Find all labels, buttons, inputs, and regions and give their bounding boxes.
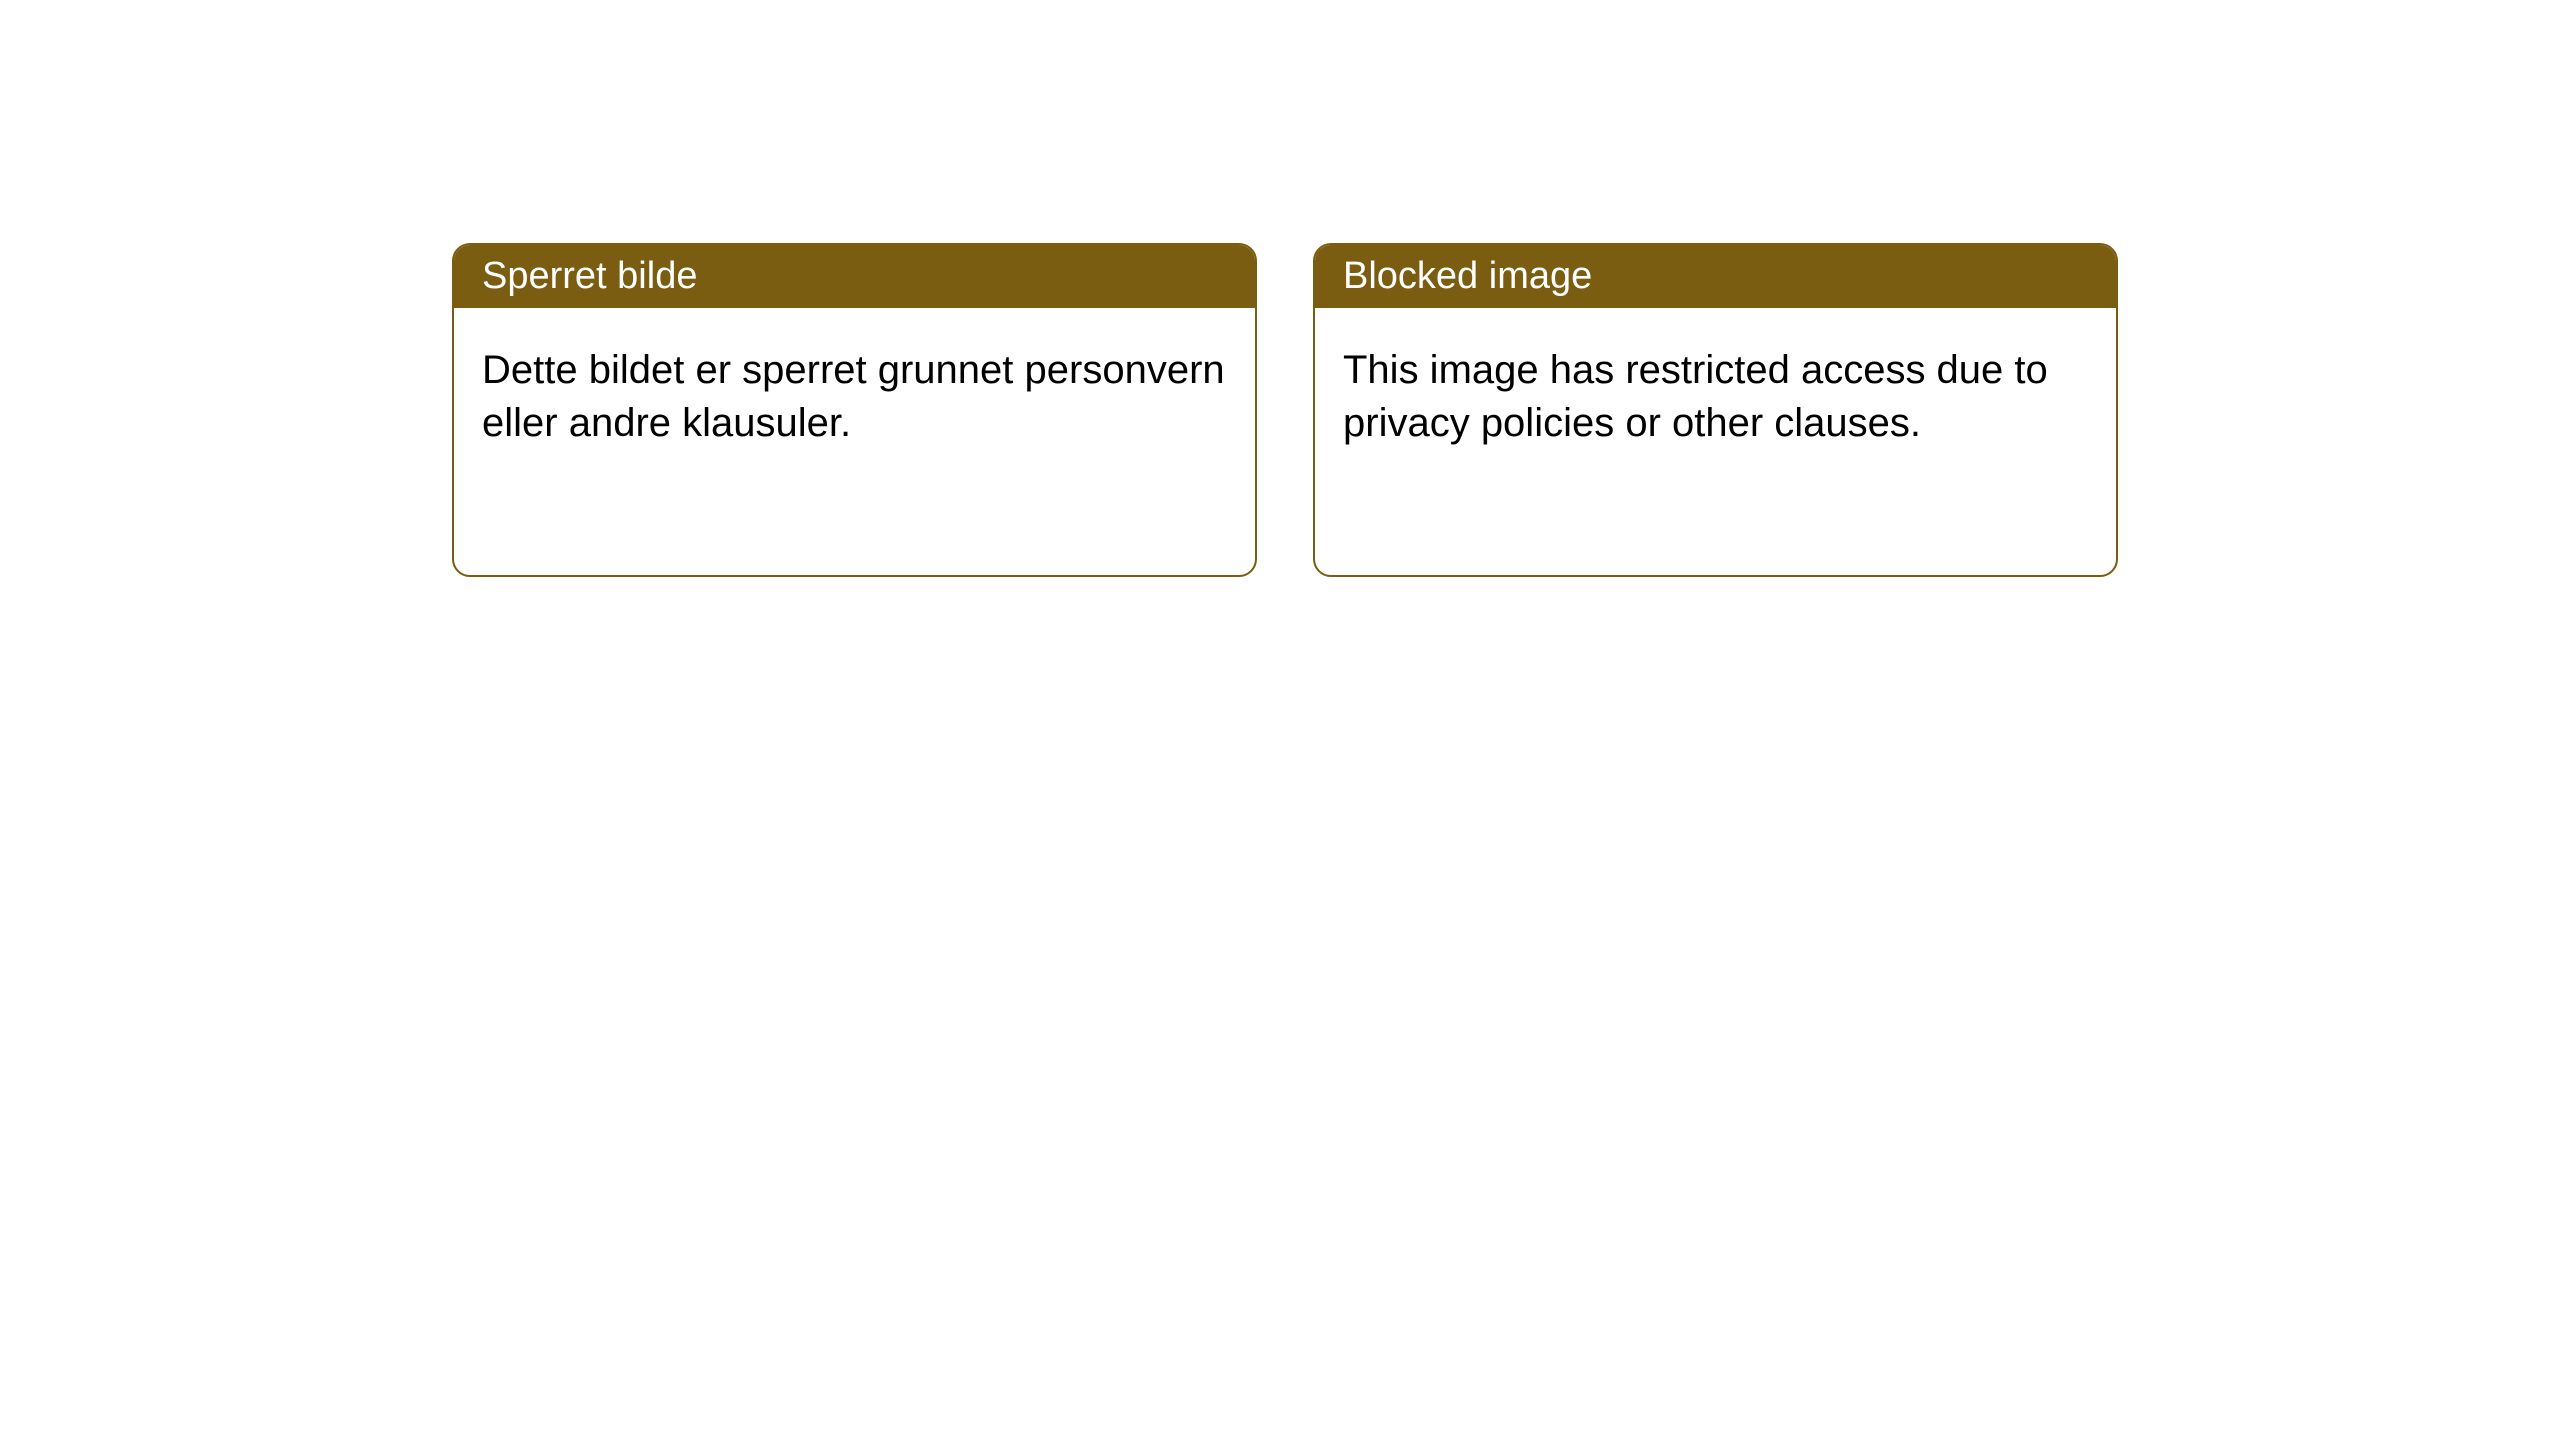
notice-header: Blocked image — [1315, 245, 2116, 308]
notice-title: Blocked image — [1343, 255, 1592, 297]
notice-body: This image has restricted access due to … — [1315, 308, 2116, 486]
notice-card-english: Blocked image This image has restricted … — [1313, 243, 2118, 577]
notice-body-text: Dette bildet er sperret grunnet personve… — [482, 348, 1225, 445]
notice-container: Sperret bilde Dette bildet er sperret gr… — [0, 0, 2560, 577]
notice-body: Dette bildet er sperret grunnet personve… — [454, 308, 1255, 486]
notice-card-norwegian: Sperret bilde Dette bildet er sperret gr… — [452, 243, 1257, 577]
notice-header: Sperret bilde — [454, 245, 1255, 308]
notice-title: Sperret bilde — [482, 255, 697, 297]
notice-body-text: This image has restricted access due to … — [1343, 348, 2048, 445]
